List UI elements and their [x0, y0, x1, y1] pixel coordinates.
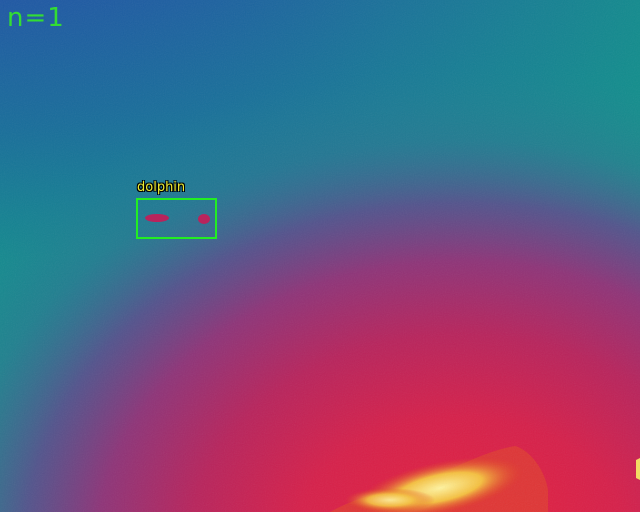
dolphin-blob — [145, 214, 169, 222]
dolphin-blob — [198, 214, 210, 224]
detection-bounding-box — [136, 198, 217, 239]
detection-label: dolphin — [137, 180, 186, 195]
detection-count: n=1 — [7, 3, 65, 33]
